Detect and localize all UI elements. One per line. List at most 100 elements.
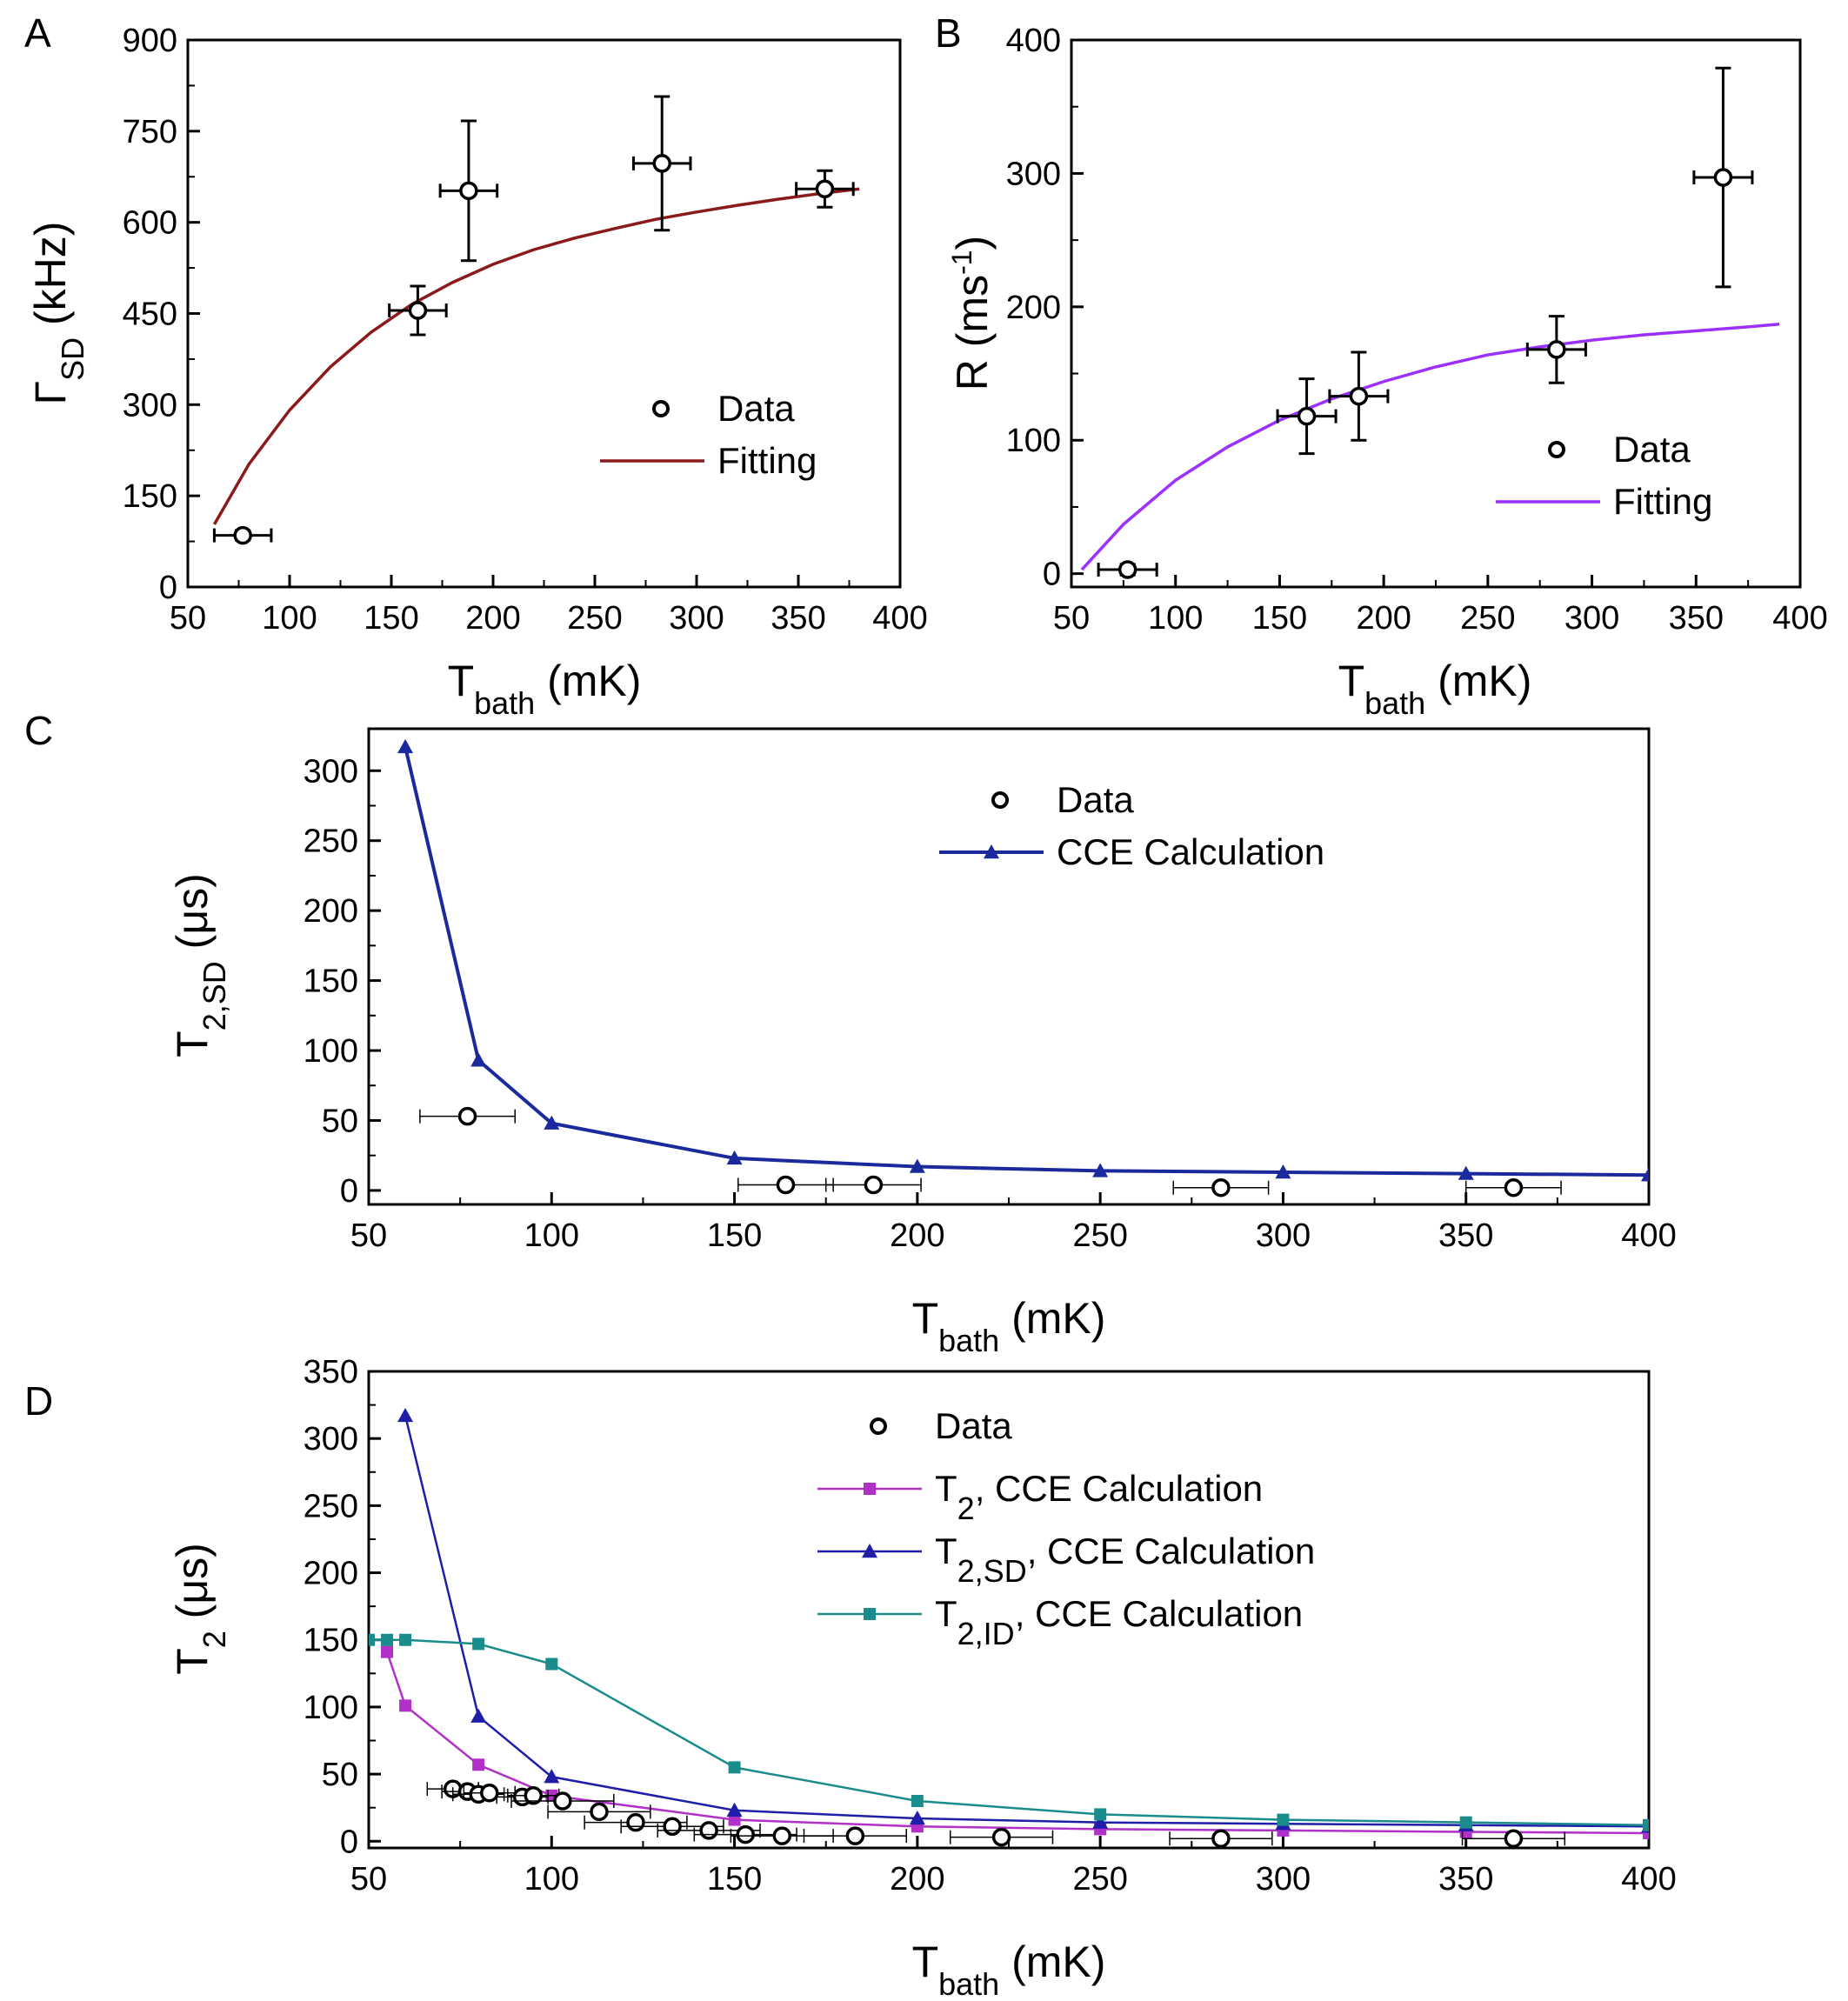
x-tick-label: 250 [1072,1217,1127,1254]
chart-panel-c: C 50 100 150 200 250 300 350 400 0 50 100 150 200 250 3… [24,708,1677,1358]
series-marker-1 [1458,1165,1474,1180]
data-marker [233,525,252,545]
series-marker-2 [470,1708,487,1723]
series-marker-1 [1092,1163,1109,1177]
y-tick-label: 100 [1006,423,1061,459]
x-tick-label: 400 [1621,1217,1676,1254]
panel-label: D [24,1378,53,1424]
plot-area [397,738,1649,1197]
series-marker-3 [545,1657,558,1671]
data-marker [1297,406,1317,426]
data-point [737,1175,834,1195]
series-marker-1 [544,1115,560,1130]
legend-label-data: Data [935,1405,1012,1446]
x-tick-label: 300 [1564,600,1619,637]
data-marker [457,1106,477,1126]
data-marker [1547,340,1566,359]
series-marker-3 [1643,1818,1649,1831]
data-marker [991,1827,1011,1847]
x-tick-label: 50 [350,1217,387,1254]
legend: Data CCE Calculation [939,779,1324,872]
y-tick-label: 50 [322,1103,358,1139]
data-marker [776,1175,796,1195]
data-marker [1713,168,1733,187]
y-tick-label: 150 [304,964,358,1000]
legend-label-series: T2,ID, CCE Calculation [935,1593,1303,1651]
x-tick-label: 50 [170,600,206,637]
plot-frame [367,727,1651,1206]
data-marker [524,1786,544,1805]
data-point [438,119,499,263]
data-point [1461,1829,1566,1848]
y-tick-label: 0 [1043,557,1061,593]
data-point [1097,560,1158,579]
data-marker [772,1826,791,1845]
legend-label-series: T2,SD, CCE Calculation [935,1531,1315,1589]
series-marker-1 [1643,1827,1649,1840]
data-point [507,1786,560,1805]
data-point [949,1827,1054,1847]
series-marker-2 [397,1407,414,1423]
x-tick-label: 100 [262,600,317,637]
data-marker [1117,560,1137,579]
series-marker-1 [397,738,414,754]
data-marker [590,1802,609,1822]
x-tick-label: 250 [1072,1861,1127,1898]
y-axis-title: T2 (μs) [168,1543,232,1675]
data-marker [626,1812,645,1832]
series-marker-1 [1275,1164,1291,1179]
x-axis-title: Tbath (mK) [448,657,642,721]
x-tick-label: 250 [567,600,622,637]
series-line-1 [404,746,1649,1177]
legend-label-data: Data [1057,779,1134,820]
plot-area [369,1407,1649,1848]
x-tick-label: 150 [707,1217,762,1254]
series-marker-1 [381,1645,394,1658]
series-marker-1 [1641,1167,1649,1182]
legend-label-series: T2, CCE Calculation [935,1468,1263,1526]
series-marker-1 [909,1158,925,1173]
y-axis-title: T2,SD (μs) [168,873,232,1057]
y-tick-label: 350 [304,1354,358,1391]
series-marker-1 [470,1052,487,1067]
x-axis-title: Tbath (mK) [912,1938,1106,2001]
series-marker-1 [726,1150,743,1165]
x-tick-label: 350 [1438,1861,1493,1898]
y-tick-label: 0 [340,1824,358,1860]
data-marker [480,1783,499,1803]
legend-label-fitting: Fitting [1613,481,1712,522]
x-tick-label: 200 [1356,600,1411,637]
x-tick-label: 350 [1669,600,1724,637]
x-tick-label: 250 [1460,600,1515,637]
y-tick-label: 300 [304,1421,358,1457]
series-marker-1 [399,1699,412,1712]
y-tick-label: 250 [304,824,358,860]
legend-series-marker [862,1544,877,1558]
x-tick-label: 400 [872,600,927,637]
x-axis-title: Tbath (mK) [912,1294,1106,1358]
series-marker-3 [728,1761,741,1774]
data-point [1328,350,1390,442]
series-marker-3 [1277,1813,1290,1826]
y-tick-label: 600 [123,205,177,242]
x-tick-label: 400 [1621,1861,1676,1898]
plot-frame [186,38,902,589]
series-marker-3 [399,1633,412,1646]
legend-series-marker [984,844,999,859]
data-marker [408,301,428,320]
y-tick-label: 200 [1006,290,1061,326]
x-tick-label: 100 [524,1861,579,1898]
legend: Data Fitting [1496,429,1712,522]
y-tick-label: 250 [304,1488,358,1524]
data-point [803,1826,907,1845]
chart-panel-b: B 50 100 150 200 250 300 350 400 0 100 200 300 400 Tba… [935,10,1828,721]
x-tick-label: 400 [1772,600,1827,637]
chart-panel-a: A 50 100 150 200 250 300 350 400 0 150 300 450 600 750… [24,10,928,721]
legend-label-data: Data [717,388,795,429]
legend-series-marker [864,1608,876,1620]
data-marker [1349,386,1369,406]
x-tick-label: 300 [1256,1217,1311,1254]
y-tick-label: 750 [123,114,177,150]
legend-data-marker [652,400,670,417]
